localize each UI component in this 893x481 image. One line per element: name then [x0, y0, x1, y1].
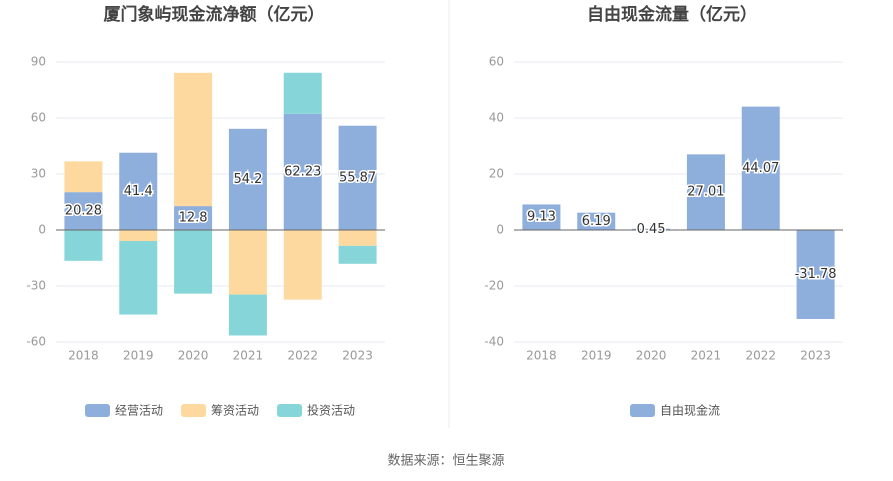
bar — [283, 230, 322, 300]
y-tick-label: 60 — [31, 111, 46, 125]
bar — [119, 152, 158, 230]
legend-swatch — [630, 404, 655, 417]
data-label: 44.07 — [742, 161, 779, 176]
bar — [338, 125, 377, 230]
x-tick-label: 2020 — [178, 349, 209, 363]
y-tick-label: 40 — [489, 111, 504, 125]
x-tick-label: 2023 — [342, 349, 373, 363]
bar — [338, 230, 377, 246]
bar — [686, 154, 725, 230]
y-tick-label: -60 — [26, 335, 46, 349]
data-label: 54.2 — [233, 172, 262, 187]
bar — [522, 204, 561, 230]
data-label: 62.23 — [284, 164, 321, 179]
bar — [283, 113, 322, 230]
x-tick-label: 2020 — [636, 349, 667, 363]
legend-label: 自由现金流 — [660, 403, 720, 418]
bar — [174, 72, 213, 207]
y-tick-label: 60 — [489, 55, 504, 69]
bar — [174, 230, 213, 294]
x-tick-label: 2018 — [526, 349, 557, 363]
legend-swatch — [85, 404, 110, 417]
x-tick-label: 2023 — [800, 349, 831, 363]
y-tick-label: 20 — [489, 167, 504, 181]
x-tick-label: 2021 — [691, 349, 722, 363]
y-tick-label: -20 — [484, 279, 504, 293]
data-label: 6.19 — [582, 214, 611, 229]
bar — [796, 230, 835, 319]
bar — [283, 72, 322, 114]
data-label: 9.13 — [527, 210, 556, 225]
data-label: 12.8 — [179, 211, 208, 226]
y-tick-label: -30 — [26, 279, 46, 293]
x-tick-label: 2022 — [745, 349, 776, 363]
bar — [741, 106, 780, 230]
legend-label: 筹资活动 — [211, 404, 259, 418]
x-tick-label: 2021 — [233, 349, 264, 363]
chart-title: 厦门象屿现金流净额（亿元） — [104, 4, 325, 25]
legend-label: 投资活动 — [307, 403, 355, 418]
data-label: 41.4 — [124, 184, 153, 199]
y-tick-label: 0 — [38, 223, 46, 237]
y-tick-label: 30 — [31, 167, 46, 181]
bar — [64, 230, 103, 261]
legend-label: 经营活动 — [115, 404, 163, 418]
legend-swatch — [277, 404, 303, 417]
chart-title: 自由现金流量（亿元） — [587, 4, 757, 25]
y-tick-label: -40 — [484, 335, 504, 349]
data-label: 20.28 — [65, 204, 102, 219]
bar — [338, 245, 377, 264]
x-tick-label: 2018 — [68, 349, 99, 363]
data-label: 0.45 — [637, 222, 666, 237]
bar — [228, 294, 267, 336]
x-tick-label: 2019 — [123, 349, 154, 363]
bar — [64, 192, 103, 230]
bar — [228, 230, 267, 295]
source: 数据来源：恒生聚源 — [387, 454, 504, 469]
data-label: 55.87 — [339, 170, 376, 185]
x-tick-label: 2022 — [287, 349, 318, 363]
bar — [119, 230, 158, 242]
legend-swatch — [181, 404, 207, 417]
data-label: -31.78 — [795, 267, 837, 282]
data-label: 27.01 — [687, 185, 724, 200]
y-tick-label: 90 — [31, 55, 46, 69]
bar — [119, 241, 158, 315]
y-tick-label: 0 — [496, 223, 504, 237]
bar — [577, 212, 616, 230]
bar — [228, 128, 267, 230]
bar — [632, 228, 671, 230]
bar — [174, 206, 213, 230]
bar — [64, 161, 103, 193]
x-tick-label: 2019 — [581, 349, 612, 363]
